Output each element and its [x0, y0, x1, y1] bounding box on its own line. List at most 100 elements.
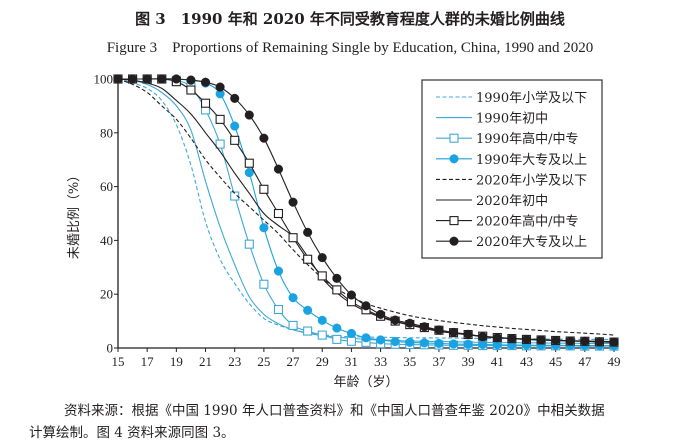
legend-label: 1990年初中 [476, 112, 548, 127]
data-point [448, 327, 459, 337]
x-tick-label: 41 [491, 354, 504, 369]
chart-title: 图 3 1990 年和 2020 年不同受教育程度人群的未婚比例曲线 [135, 10, 565, 28]
source-note-line2: 计算绘制。图 4 资料来源同图 3。 [29, 425, 235, 441]
data-point [376, 335, 386, 345]
legend-box [421, 79, 603, 259]
data-point [346, 290, 356, 300]
data-point [288, 233, 298, 243]
data-point [361, 333, 371, 343]
x-axis-label: 年龄（岁） [333, 375, 398, 390]
data-point [405, 337, 415, 347]
legend-item: 2020年高中/中专 [436, 214, 578, 230]
x-tick-label: 39 [462, 354, 475, 369]
data-point [303, 227, 313, 237]
legend-label: 1990年大专及以上 [476, 153, 587, 168]
data-point [113, 74, 123, 84]
data-point [215, 114, 225, 124]
y-tick-label: 80 [100, 125, 113, 140]
data-point [259, 223, 269, 233]
data-point [609, 337, 619, 347]
data-point [565, 336, 575, 346]
data-point [419, 338, 429, 348]
data-point [507, 334, 517, 344]
x-tick-label: 25 [257, 354, 270, 369]
data-point [390, 315, 400, 325]
data-point [346, 336, 356, 346]
data-point [230, 121, 240, 131]
legend-marker [449, 154, 459, 164]
data-point [273, 164, 284, 174]
data-point [230, 135, 240, 145]
data-point [317, 330, 327, 340]
data-point [376, 309, 386, 319]
axes: 15 17 19 21 23 25 27 29 31 33 35 37 39 41 43 45 47 49 0 20 4… [94, 72, 621, 370]
source-note: 资料来源：根据《中国 1990 年人口普查资料》和《中国人口普查年鉴 2020》… [29, 400, 684, 444]
x-tick-label: 49 [608, 354, 621, 369]
x-tick-label: 19 [170, 354, 183, 369]
data-point [332, 334, 342, 344]
data-point [244, 239, 254, 249]
legend-marker [449, 236, 459, 246]
data-point [244, 110, 254, 120]
data-point [492, 333, 502, 343]
data-point [317, 253, 327, 263]
data-point [332, 273, 342, 283]
x-tick-label: 47 [578, 354, 592, 369]
data-point [230, 191, 240, 201]
data-point [361, 301, 371, 311]
data-point [244, 158, 254, 168]
legend-item: 1990年大专及以上 [436, 153, 587, 168]
legend-label: 2020年小学及以下 [476, 172, 587, 188]
data-point [288, 320, 298, 330]
data-point [288, 293, 298, 303]
data-point [273, 304, 284, 315]
series-7 [113, 74, 619, 347]
legend-label: 2020年大专及以上 [476, 235, 587, 250]
legend-marker [449, 216, 459, 226]
data-point [186, 85, 196, 95]
legend-item: 2020年小学及以下 [436, 172, 587, 188]
x-tick-label: 35 [403, 354, 416, 369]
data-point [463, 339, 473, 349]
data-point [200, 98, 211, 108]
data-point [215, 139, 225, 149]
data-point [259, 133, 269, 143]
y-tick-label: 100 [94, 72, 114, 87]
data-point [580, 336, 590, 346]
data-point [244, 168, 254, 178]
data-point [536, 335, 546, 345]
data-point [142, 74, 152, 84]
data-point [390, 336, 400, 347]
legend-item: 1990年高中/中专 [436, 131, 578, 147]
data-point [186, 75, 196, 85]
data-point [259, 279, 269, 289]
data-point [551, 335, 561, 346]
data-point [303, 326, 313, 336]
data-point [448, 339, 459, 349]
x-tick-label: 33 [374, 354, 387, 369]
chart-subtitle: Figure 3 Proportions of Remaining Single… [106, 40, 594, 56]
y-tick-label: 40 [100, 233, 113, 248]
x-tick-label: 31 [345, 354, 358, 369]
data-point [521, 334, 532, 344]
x-tick-label: 15 [112, 354, 125, 369]
x-tick-label: 43 [520, 354, 533, 369]
x-tick-label: 45 [549, 354, 562, 369]
data-point [332, 285, 342, 295]
data-point [434, 325, 444, 335]
y-axis-label: 未婚比例（%） [67, 169, 82, 259]
data-point [303, 305, 313, 315]
x-tick-label: 29 [316, 354, 329, 369]
data-point [259, 184, 269, 194]
legend-label: 1990年高中/中专 [476, 131, 578, 147]
data-point [303, 254, 313, 264]
data-point [346, 328, 356, 339]
legend-marker [449, 133, 459, 143]
data-point [215, 82, 225, 92]
data-point [405, 318, 415, 328]
data-point [157, 74, 167, 84]
data-point [463, 329, 473, 339]
data-point [317, 315, 327, 325]
data-point [171, 74, 181, 84]
